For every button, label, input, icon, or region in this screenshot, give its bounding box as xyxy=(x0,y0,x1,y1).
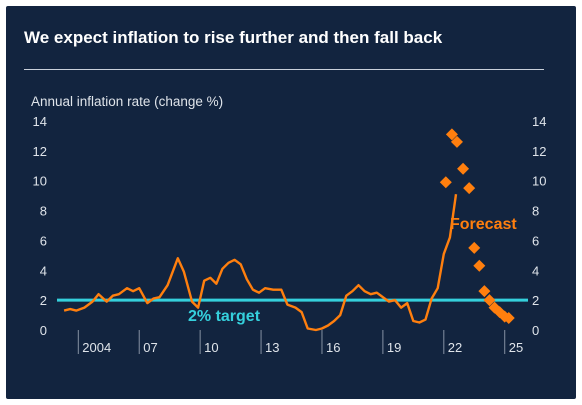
y-axis-label: Annual inflation rate (change %) xyxy=(31,94,223,109)
title-divider xyxy=(24,69,544,70)
forecast-point xyxy=(468,241,481,254)
y-tick-label-left: 12 xyxy=(33,144,47,159)
forecast-point xyxy=(439,176,452,189)
x-tick-label: 25 xyxy=(509,340,523,355)
y-tick-label-left: 10 xyxy=(33,174,47,189)
forecast-point xyxy=(450,135,463,148)
y-tick-label-left: 6 xyxy=(40,233,47,248)
y-tick-label-right: 10 xyxy=(532,174,546,189)
y-tick-label-left: 8 xyxy=(40,204,47,219)
x-tick-label: 19 xyxy=(387,340,401,355)
y-tick-label-right: 0 xyxy=(532,323,539,338)
series-layer xyxy=(57,128,528,332)
actual-inflation-line xyxy=(63,194,458,332)
x-tick-label: 10 xyxy=(204,340,218,355)
forecast-point xyxy=(478,285,491,298)
y-tick-label-right: 14 xyxy=(532,114,546,129)
forecast-point xyxy=(445,128,458,141)
y-tick-label-right: 8 xyxy=(532,204,539,219)
target-label: 2% target xyxy=(188,308,261,325)
y-tick-label-left: 14 xyxy=(33,114,47,129)
forecast-label: Forecast xyxy=(450,216,517,233)
x-tick-label: 2004 xyxy=(82,340,111,355)
y-tick-label-right: 6 xyxy=(532,233,539,248)
y-tick-label-left: 4 xyxy=(40,263,47,278)
forecast-point xyxy=(457,162,470,175)
y-tick-label-right: 2 xyxy=(532,293,539,308)
y-tick-label-right: 12 xyxy=(532,144,546,159)
y-tick-label-left: 0 xyxy=(40,323,47,338)
x-tick-label: 16 xyxy=(326,340,340,355)
x-tick-label: 13 xyxy=(265,340,279,355)
forecast-point xyxy=(502,312,515,325)
x-tick-label: 07 xyxy=(143,340,157,355)
forecast-point xyxy=(483,294,496,307)
forecast-point xyxy=(473,259,486,272)
y-tick-label-left: 2 xyxy=(40,293,47,308)
y-tick-label-right: 4 xyxy=(532,263,539,278)
chart-title: We expect inflation to rise further and … xyxy=(24,28,443,47)
chart-panel xyxy=(6,6,576,399)
forecast-point xyxy=(463,182,476,195)
x-tick-label: 22 xyxy=(448,340,462,355)
